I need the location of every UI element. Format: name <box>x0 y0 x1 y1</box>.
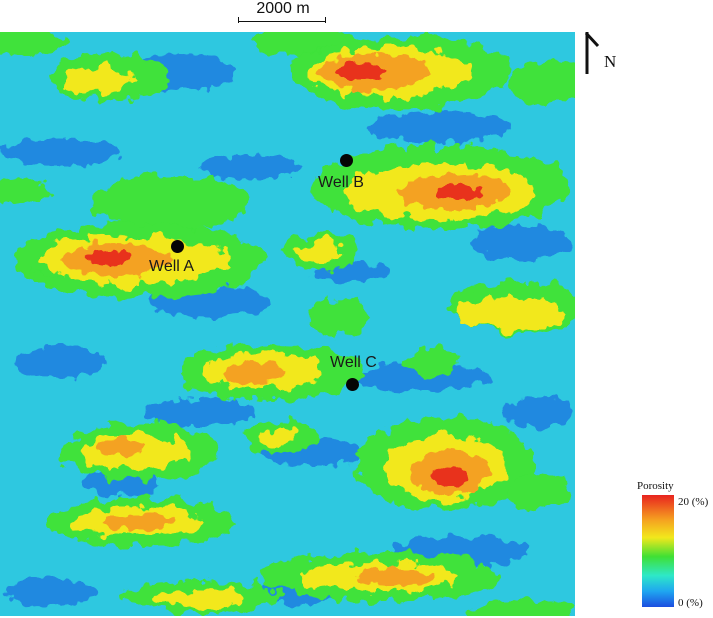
porosity-legend: Porosity 20 (%) 0 (%) <box>625 478 713 618</box>
well-a-marker[interactable] <box>171 240 184 253</box>
well-a-label: Well A <box>149 258 195 275</box>
legend-color-bar <box>642 495 674 607</box>
scale-bar: 2000 m <box>238 0 328 26</box>
north-arrow: N <box>584 30 624 76</box>
north-arrow-label: N <box>604 52 617 71</box>
legend-title: Porosity <box>637 480 674 492</box>
well-b-label: Well B <box>318 174 364 191</box>
north-arrow-icon <box>584 31 600 74</box>
legend-min-label: 0 (%) <box>678 597 703 609</box>
scale-bar-line <box>238 17 326 23</box>
well-c-marker[interactable] <box>346 378 359 391</box>
max-porosity-cores <box>88 63 482 487</box>
well-c-label: Well C <box>330 354 377 371</box>
porosity-map[interactable]: Well A Well B Well C <box>0 32 575 616</box>
legend-max-label: 20 (%) <box>678 496 709 508</box>
scale-bar-label: 2000 m <box>256 0 310 17</box>
well-b-marker[interactable] <box>340 154 353 167</box>
porosity-map-surface <box>0 32 575 616</box>
